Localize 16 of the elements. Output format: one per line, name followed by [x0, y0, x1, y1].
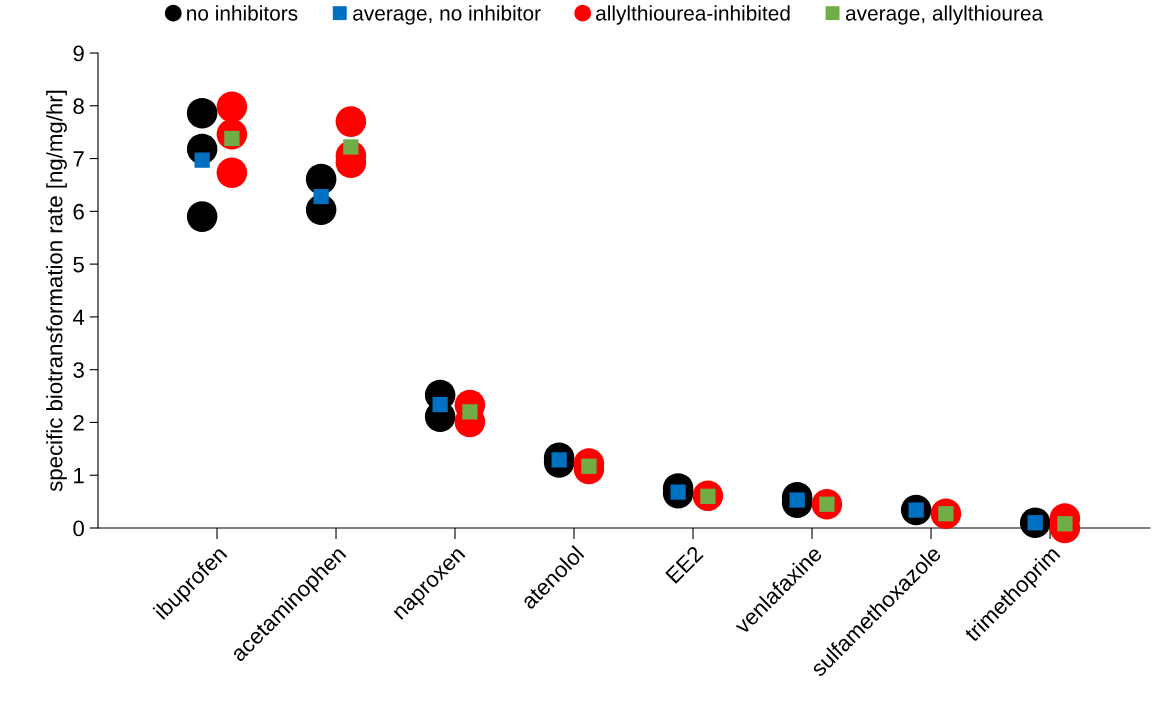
legend-label: allylthiourea-inhibited — [596, 5, 790, 25]
y-tick-label: 4 — [72, 309, 85, 325]
y-tick-label: 6 — [73, 203, 84, 220]
legend-label: average, allylthiourea — [845, 5, 1044, 25]
x-tick-label: EE2 — [665, 545, 704, 584]
y-tick-label: 5 — [73, 256, 84, 273]
legend-label: no inhibitors — [187, 5, 298, 21]
y-tick-label: 3 — [73, 362, 84, 378]
y-axis-title: specific biotransformation rate [ng/mg/hr] — [46, 90, 67, 492]
y-tick-label: 9 — [73, 45, 84, 62]
y-tick-label: 1 — [74, 467, 84, 484]
y-tick-label: 8 — [73, 98, 84, 115]
y-tick-label: 0 — [73, 520, 84, 537]
y-tick-label: 2 — [73, 414, 84, 431]
legend-label: average, no inhibitor — [353, 5, 541, 25]
y-tick-label: 7 — [73, 151, 84, 167]
